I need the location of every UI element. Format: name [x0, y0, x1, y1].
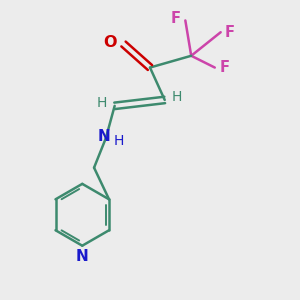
Text: H: H: [114, 134, 124, 148]
Text: H: H: [172, 90, 182, 104]
Text: H: H: [97, 96, 107, 110]
Text: O: O: [103, 35, 117, 50]
Text: N: N: [76, 249, 89, 264]
Text: F: F: [219, 60, 229, 75]
Text: F: F: [225, 25, 235, 40]
Text: F: F: [171, 11, 181, 26]
Text: N: N: [98, 129, 111, 144]
